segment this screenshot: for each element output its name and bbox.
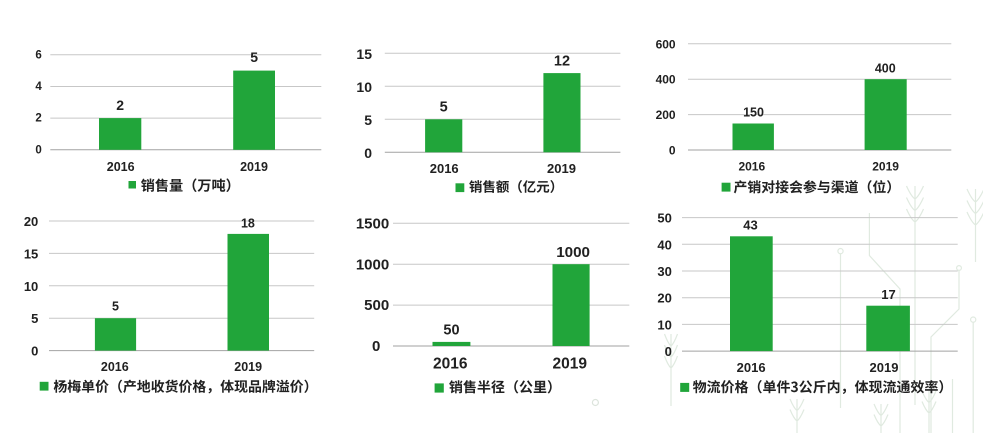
- svg-text:10: 10: [24, 279, 38, 294]
- svg-text:2: 2: [35, 113, 41, 125]
- svg-text:15: 15: [24, 246, 38, 261]
- svg-text:50: 50: [443, 322, 459, 338]
- svg-text:10: 10: [657, 317, 671, 332]
- svg-text:0: 0: [364, 145, 372, 161]
- svg-text:5: 5: [250, 49, 258, 65]
- svg-text:2019: 2019: [240, 160, 268, 174]
- svg-text:2016: 2016: [738, 160, 765, 174]
- svg-text:400: 400: [875, 61, 896, 75]
- svg-text:17: 17: [881, 287, 895, 302]
- svg-text:400: 400: [656, 73, 676, 87]
- svg-text:2016: 2016: [101, 360, 129, 374]
- svg-text:20: 20: [657, 291, 671, 306]
- svg-text:2: 2: [116, 97, 124, 113]
- svg-text:1500: 1500: [356, 215, 389, 232]
- svg-text:15: 15: [356, 46, 372, 62]
- svg-text:2019: 2019: [870, 360, 899, 375]
- svg-text:2019: 2019: [872, 160, 899, 174]
- svg-text:600: 600: [656, 37, 676, 51]
- svg-text:2016: 2016: [107, 160, 135, 174]
- svg-text:4: 4: [35, 81, 42, 93]
- svg-text:500: 500: [364, 297, 389, 314]
- svg-text:2016: 2016: [433, 356, 468, 373]
- svg-text:200: 200: [656, 108, 676, 122]
- svg-text:0: 0: [669, 143, 676, 157]
- svg-text:12: 12: [554, 53, 570, 69]
- svg-text:2019: 2019: [553, 356, 588, 373]
- svg-text:20: 20: [24, 214, 38, 229]
- svg-text:2016: 2016: [737, 360, 766, 375]
- svg-text:5: 5: [31, 311, 38, 326]
- svg-text:1000: 1000: [556, 244, 590, 261]
- svg-text:1000: 1000: [356, 256, 389, 273]
- svg-text:18: 18: [241, 216, 255, 230]
- svg-text:50: 50: [657, 211, 671, 226]
- svg-text:0: 0: [35, 144, 41, 156]
- svg-text:0: 0: [665, 344, 672, 359]
- svg-text:150: 150: [743, 106, 764, 120]
- svg-text:5: 5: [364, 112, 372, 128]
- svg-text:5: 5: [440, 99, 448, 115]
- svg-text:0: 0: [372, 338, 380, 355]
- svg-text:2019: 2019: [234, 360, 262, 374]
- svg-text:2016: 2016: [430, 161, 459, 176]
- svg-text:10: 10: [356, 79, 372, 95]
- svg-text:2019: 2019: [547, 161, 576, 176]
- svg-text:30: 30: [657, 264, 671, 279]
- svg-text:0: 0: [31, 344, 38, 359]
- svg-text:43: 43: [743, 218, 757, 233]
- svg-text:5: 5: [112, 300, 119, 314]
- svg-text:6: 6: [35, 49, 41, 61]
- svg-text:40: 40: [657, 237, 671, 252]
